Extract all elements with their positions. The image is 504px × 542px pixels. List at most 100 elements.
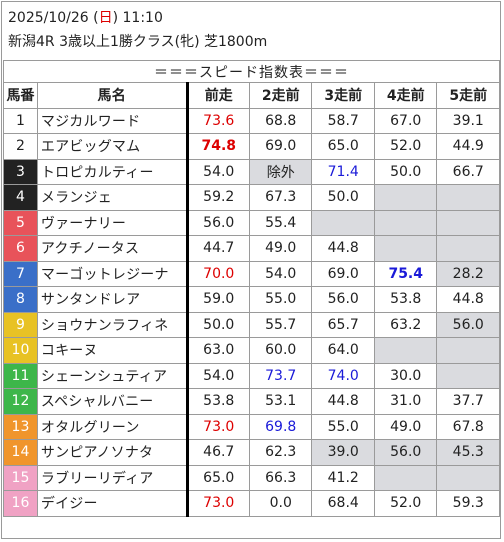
- col-4-races-ago: 4走前: [373, 82, 438, 109]
- speed-index-cell: 55.0: [311, 413, 375, 440]
- table-row: 1 マジカルワード 73.6 68.8 58.7 67.0 39.1: [3, 107, 500, 134]
- speed-index-cell: 59.2: [186, 184, 250, 211]
- speed-index-cell: 59.0: [186, 286, 250, 313]
- speed-index-cell: 69.0: [311, 260, 375, 287]
- speed-index-cell: [436, 184, 500, 211]
- speed-index-table: ＝＝＝スピード指数表＝＝＝ 馬番 馬名 前走 2走前 3走前 4走前 5走前 1…: [3, 60, 500, 517]
- table-row: 6 アクチノータス 44.7 49.0 44.8: [3, 235, 500, 262]
- horse-name: ショウナンラフィネ: [36, 311, 189, 338]
- speed-index-cell: 60.0: [248, 337, 313, 364]
- speed-index-cell: 50.0: [186, 311, 250, 338]
- speed-index-cell: 53.8: [186, 388, 250, 415]
- speed-index-cell: [436, 464, 500, 491]
- horse-name: マーゴットレジーナ: [36, 260, 189, 287]
- horse-name: デイジー: [36, 490, 189, 517]
- speed-index-cell: [373, 235, 438, 262]
- horse-number: 5: [3, 209, 38, 236]
- horse-name: サンピアノソナタ: [36, 439, 189, 466]
- speed-index-cell: 65.7: [311, 311, 375, 338]
- horse-name: コキーヌ: [36, 337, 189, 364]
- speed-index-cell: 62.3: [248, 439, 313, 466]
- col-2-races-ago: 2走前: [248, 82, 313, 109]
- horse-name: メランジェ: [36, 184, 189, 211]
- weekday: 日: [98, 10, 113, 26]
- table-body: 1 マジカルワード 73.6 68.8 58.7 67.0 39.1 2 エアビッグマム 74.8…: [3, 107, 500, 517]
- horse-number: 16: [3, 490, 38, 517]
- horse-number: 10: [3, 337, 38, 364]
- speed-index-cell: 65.0: [311, 133, 375, 160]
- speed-index-cell: 52.0: [373, 133, 438, 160]
- header-row: 馬番 馬名 前走 2走前 3走前 4走前 5走前: [3, 82, 500, 109]
- speed-index-cell: 68.4: [311, 490, 375, 517]
- col-3-races-ago: 3走前: [311, 82, 375, 109]
- speed-index-cell: 31.0: [373, 388, 438, 415]
- horse-name: ヴァーナリー: [36, 209, 189, 236]
- table-row: 2 エアビッグマム 74.8 69.0 65.0 52.0 44.9: [3, 133, 500, 160]
- horse-name: エアビッグマム: [36, 133, 189, 160]
- table-row: 12 スペシャルバニー 53.8 53.1 44.8 31.0 37.7: [3, 388, 500, 415]
- speed-index-cell: 45.3: [436, 439, 500, 466]
- speed-index-cell: 49.0: [248, 235, 313, 262]
- col-horse-name: 馬名: [36, 82, 189, 109]
- speed-index-cell: 55.4: [248, 209, 313, 236]
- horse-number: 13: [3, 413, 38, 440]
- speed-index-cell: 46.7: [186, 439, 250, 466]
- speed-index-cell: 74.8: [186, 133, 250, 160]
- speed-index-cell: 54.0: [248, 260, 313, 287]
- col-horse-number: 馬番: [3, 82, 38, 109]
- horse-number: 4: [3, 184, 38, 211]
- horse-number: 12: [3, 388, 38, 415]
- speed-index-cell: 74.0: [311, 362, 375, 389]
- horse-number: 2: [3, 133, 38, 160]
- horse-name: シェーンシュティア: [36, 362, 189, 389]
- speed-index-cell: 70.0: [186, 260, 250, 287]
- speed-index-cell: 54.0: [186, 362, 250, 389]
- horse-number: 14: [3, 439, 38, 466]
- table-row: 11 シェーンシュティア 54.0 73.7 74.0 30.0: [3, 362, 500, 389]
- table-row: 9 ショウナンラフィネ 50.0 55.7 65.7 63.2 56.0: [3, 311, 500, 338]
- table-title: ＝＝＝スピード指数表＝＝＝: [3, 60, 500, 83]
- speed-index-cell: 56.0: [186, 209, 250, 236]
- horse-number: 15: [3, 464, 38, 491]
- speed-index-cell: [373, 184, 438, 211]
- speed-index-cell: [436, 337, 500, 364]
- table-row: 10 コキーヌ 63.0 60.0 64.0: [3, 337, 500, 364]
- speed-index-cell: 75.4: [373, 260, 438, 287]
- speed-index-cell: 50.0: [373, 158, 438, 185]
- speed-index-cell: 52.0: [373, 490, 438, 517]
- speed-index-cell: 28.2: [436, 260, 500, 287]
- horse-name: スペシャルバニー: [36, 388, 189, 415]
- table-row: 5 ヴァーナリー 56.0 55.4: [3, 209, 500, 236]
- speed-index-cell: 39.1: [436, 107, 500, 134]
- horse-name: マジカルワード: [36, 107, 189, 134]
- speed-index-cell: 53.8: [373, 286, 438, 313]
- speed-index-cell: 44.8: [311, 388, 375, 415]
- speed-index-cell: [436, 235, 500, 262]
- horse-name: トロピカルティー: [36, 158, 189, 185]
- table-row: 15 ラブリーリディア 65.0 66.3 41.2: [3, 464, 500, 491]
- speed-index-cell: 66.7: [436, 158, 500, 185]
- speed-index-cell: 71.4: [311, 158, 375, 185]
- speed-index-cell: 44.9: [436, 133, 500, 160]
- speed-index-cell: 44.8: [311, 235, 375, 262]
- speed-index-cell: 49.0: [373, 413, 438, 440]
- col-last-race: 前走: [186, 82, 250, 109]
- speed-index-cell: 0.0: [248, 490, 313, 517]
- speed-index-cell: 53.1: [248, 388, 313, 415]
- speed-index-cell: [373, 464, 438, 491]
- speed-index-cell: 37.7: [436, 388, 500, 415]
- table-row: 7 マーゴットレジーナ 70.0 54.0 69.0 75.4 28.2: [3, 260, 500, 287]
- table-row: 14 サンピアノソナタ 46.7 62.3 39.0 56.0 45.3: [3, 439, 500, 466]
- race-title: 新潟4R 3歳以上1勝クラス(牝) 芝1800m: [8, 34, 268, 50]
- speed-index-cell: 56.0: [373, 439, 438, 466]
- speed-index-cell: 44.8: [436, 286, 500, 313]
- speed-index-cell: 56.0: [311, 286, 375, 313]
- speed-index-cell: 50.0: [311, 184, 375, 211]
- horse-name: オタルグリーン: [36, 413, 189, 440]
- horse-name: ラブリーリディア: [36, 464, 189, 491]
- speed-index-cell: 55.7: [248, 311, 313, 338]
- speed-index-cell: 73.0: [186, 413, 250, 440]
- race-datetime: 2025/10/26 (日) 11:10: [8, 10, 163, 26]
- speed-index-cell: 除外: [248, 158, 313, 185]
